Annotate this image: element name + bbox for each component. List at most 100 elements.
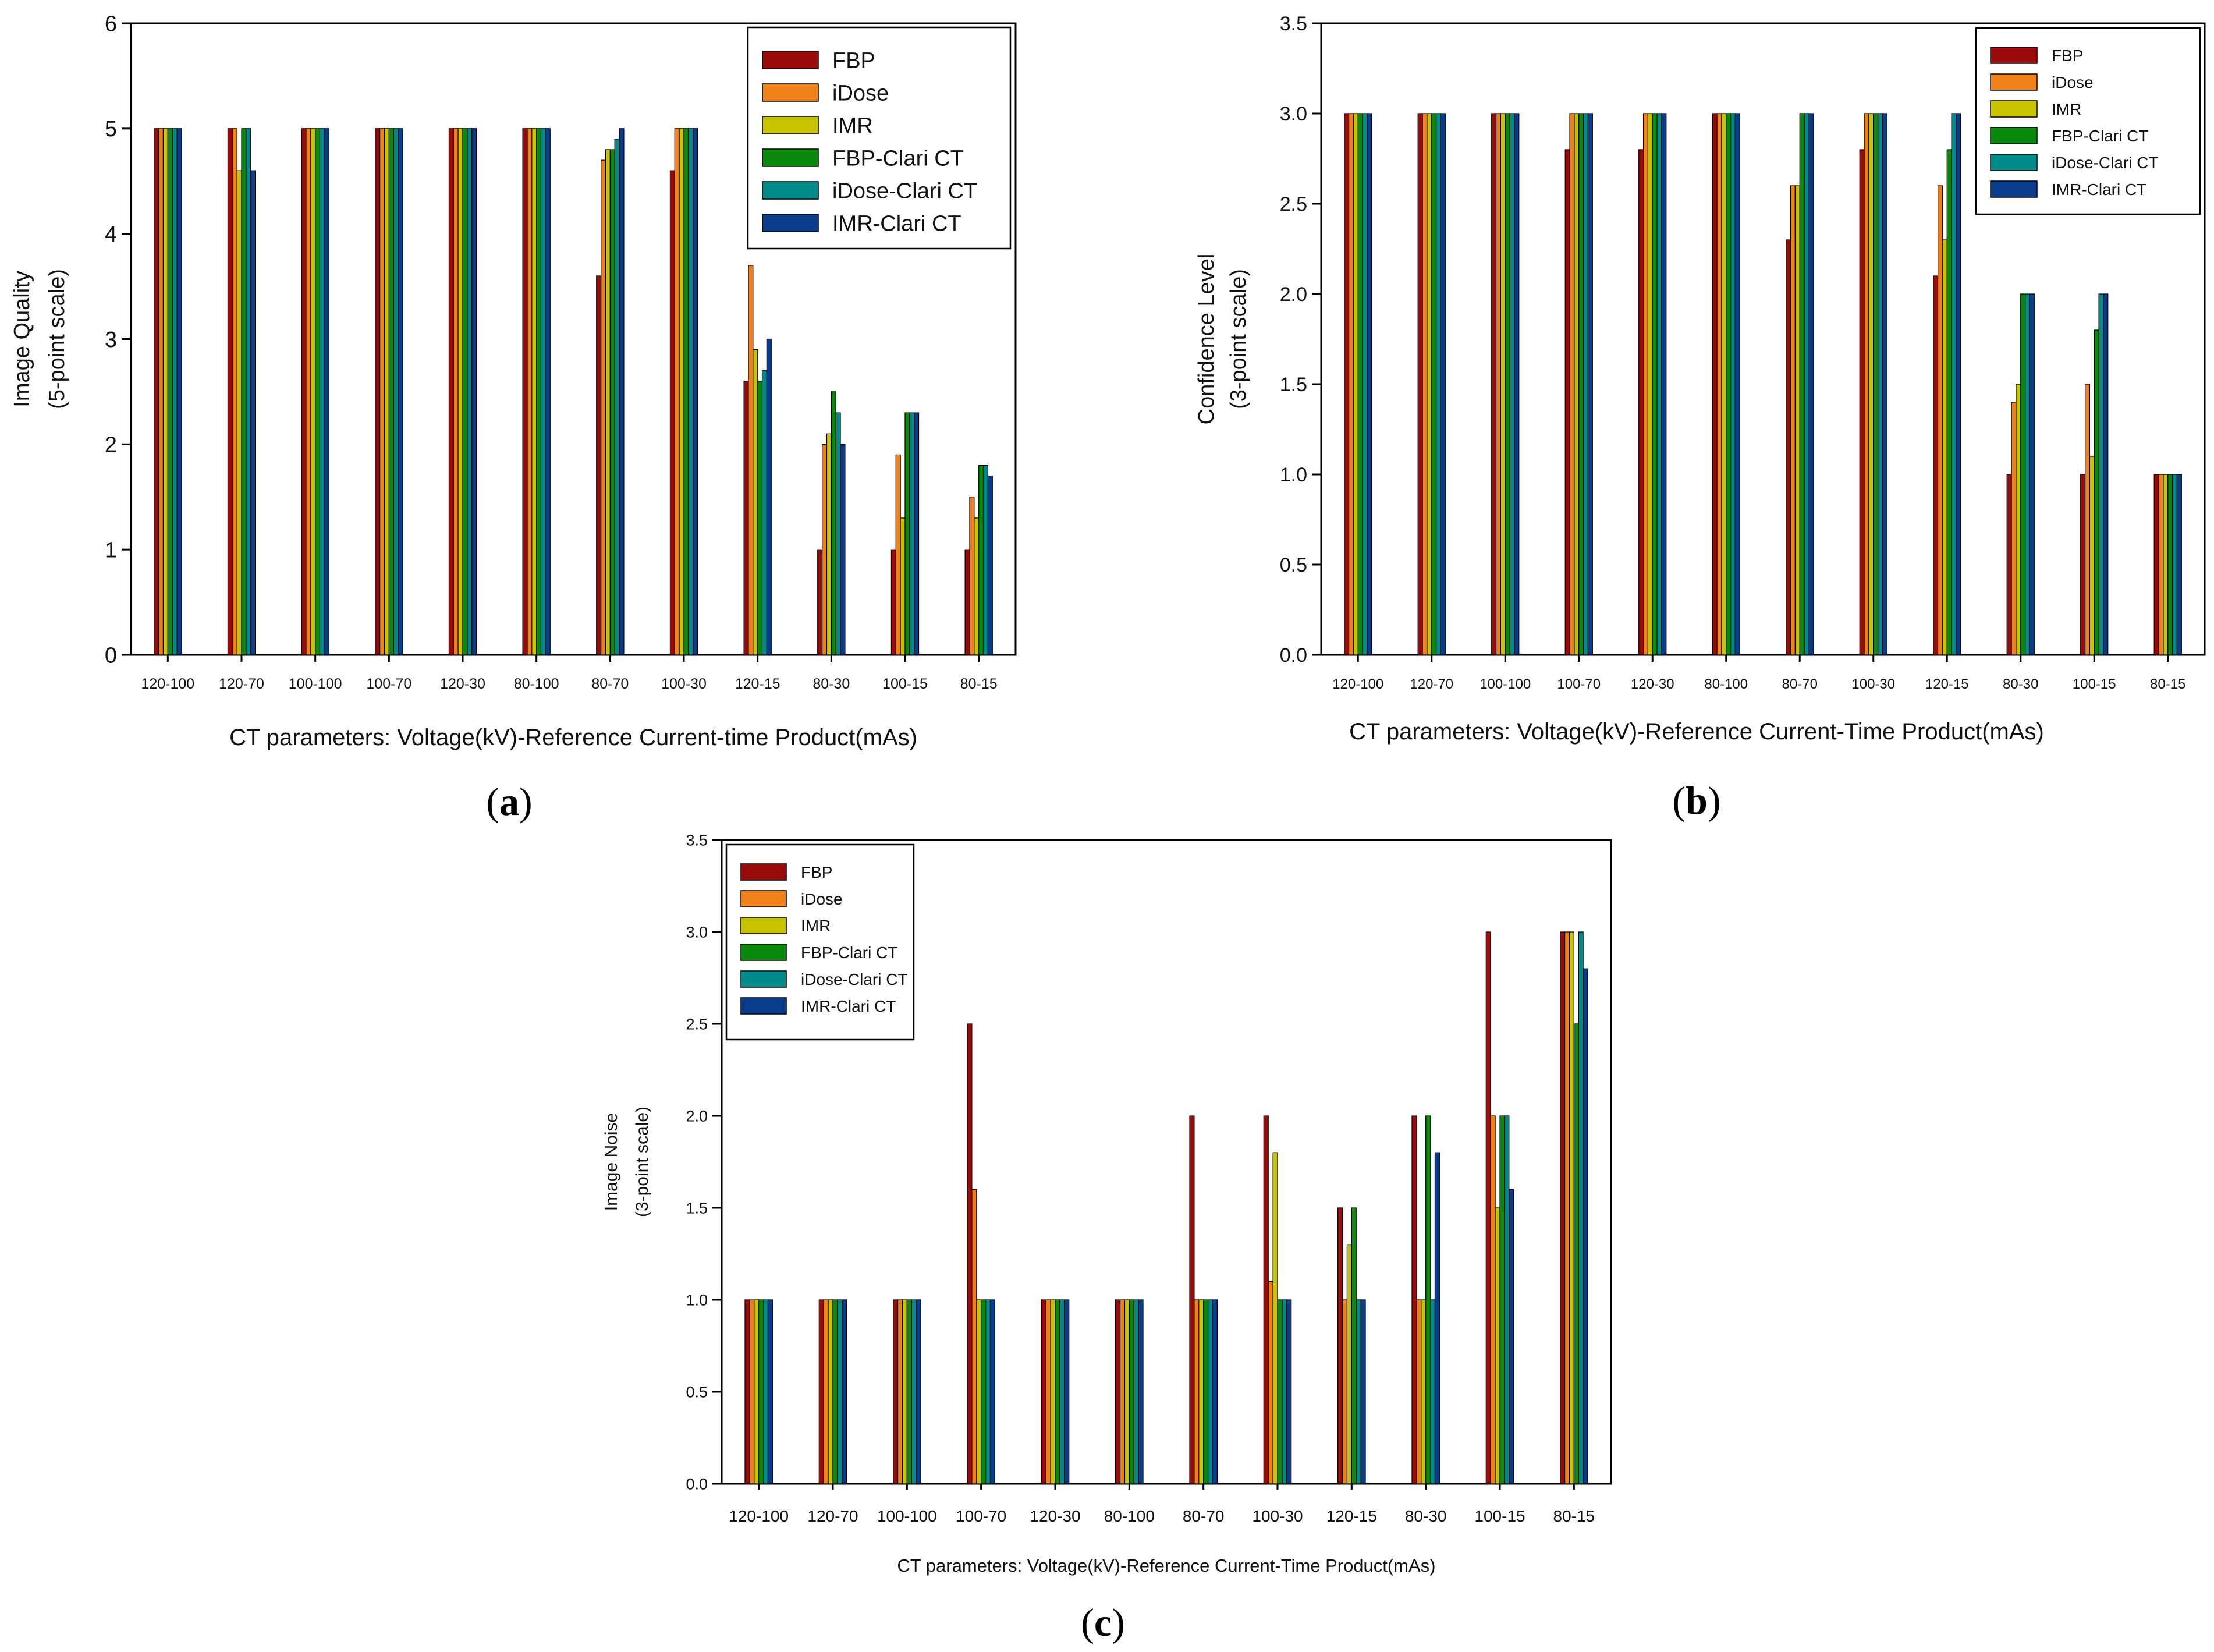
bar-fbp	[1417, 113, 1423, 655]
legend-entry: FBP	[832, 49, 875, 73]
bar-imr-clari-ct	[1360, 1299, 1366, 1484]
x-tick-label: 120-100	[1332, 676, 1383, 692]
bar-idose	[1194, 1299, 1200, 1484]
x-tick-label: 100-100	[289, 676, 342, 692]
legend-entry: FBP-Clari CT	[801, 944, 897, 962]
legend-entry: IMR	[832, 114, 873, 139]
bar-imr-clari-ct	[471, 128, 477, 655]
bar-imr	[1346, 1244, 1352, 1484]
bar-imr-clari-ct	[1286, 1299, 1292, 1484]
x-tick-label: 100-30	[1252, 1507, 1303, 1525]
bar-idose-clari-ct	[837, 1299, 843, 1484]
bar-idose-clari-ct	[982, 465, 988, 655]
bar-imr	[2163, 474, 2169, 655]
caption-close: )	[519, 779, 533, 824]
bar-fbp-clari-ct	[1652, 113, 1658, 655]
bar-fbp	[2006, 474, 2012, 655]
bar-fbp-clari-ct	[1573, 1023, 1579, 1484]
x-tick-label: 100-70	[956, 1507, 1006, 1525]
bar-imr	[1647, 113, 1653, 655]
legend-entry: FBP	[2052, 47, 2083, 65]
caption-open: (	[1081, 1600, 1094, 1644]
bar-idose-clari-ct	[1951, 113, 1957, 655]
bar-idose-clari-ct	[1207, 1299, 1214, 1484]
bar-imr-clari-ct	[842, 1299, 847, 1484]
bar-fbp-clari-ct	[1578, 113, 1584, 655]
bar-imr	[1421, 1299, 1427, 1484]
bar-idose	[1348, 113, 1354, 655]
y-tick-label: 3.0	[686, 923, 708, 941]
x-tick-label: 80-70	[1183, 1507, 1225, 1525]
bar-idose	[1790, 185, 1796, 655]
bar-imr-clari-ct	[987, 475, 993, 655]
legend-entry: IMR-Clari CT	[832, 212, 961, 236]
x-tick-label: 80-70	[591, 676, 629, 692]
y-tick-label: 0	[105, 643, 117, 668]
y-tick-label: 1.0	[686, 1291, 708, 1309]
bar-idose	[232, 128, 237, 655]
bar-imr-clari-ct	[1367, 113, 1372, 655]
bar-fbp	[1263, 1115, 1269, 1484]
bar-imr	[1942, 239, 1947, 655]
y-tick-label: 2.5	[686, 1015, 708, 1033]
bar-idose-clari-ct	[1730, 113, 1736, 655]
bar-fbp-clari-ct	[2167, 474, 2173, 655]
legend-swatch	[1990, 127, 2038, 144]
bar-imr	[1721, 113, 1727, 655]
bar-imr	[310, 128, 316, 655]
bar-fbp	[2153, 474, 2159, 655]
bar-fbp-clari-ct	[1055, 1299, 1060, 1484]
legend-entry: iDose-Clari CT	[801, 970, 908, 988]
x-tick-label: 80-100	[1104, 1507, 1155, 1525]
bar-idose-clari-ct	[2098, 293, 2104, 655]
bar-fbp-clari-ct	[1726, 113, 1732, 655]
bar-idose	[2011, 402, 2017, 655]
legend-swatch	[1990, 180, 2038, 198]
x-tick-label: 100-30	[661, 676, 707, 692]
bar-fbp	[1491, 113, 1497, 655]
legend-entry: IMR	[801, 917, 831, 935]
bar-fbp-clari-ct	[831, 391, 836, 655]
y-tick-label: 3.5	[686, 831, 708, 849]
bar-fbp	[1786, 239, 1791, 655]
bar-imr	[1124, 1299, 1130, 1484]
x-tick-label: 80-15	[1553, 1507, 1595, 1525]
y-tick-label: 5	[105, 117, 117, 141]
x-tick-label: 80-70	[1782, 676, 1818, 692]
legend-swatch	[740, 944, 787, 961]
bar-imr-clari-ct	[1587, 113, 1593, 655]
x-tick-label: 120-30	[1030, 1507, 1080, 1525]
x-tick-label: 100-15	[1474, 1507, 1525, 1525]
bar-fbp	[743, 381, 749, 655]
bar-imr-clari-ct	[1064, 1299, 1070, 1484]
bar-idose	[1119, 1299, 1126, 1484]
bar-idose-clari-ct	[1578, 931, 1584, 1484]
bar-imr	[2089, 456, 2095, 655]
bar-imr-clari-ct	[1956, 113, 1961, 655]
bar-imr	[531, 128, 537, 655]
bar-fbp	[890, 549, 896, 655]
bar-idose-clari-ct	[835, 412, 841, 655]
bar-fbp	[1564, 149, 1570, 655]
bar-idose	[1564, 931, 1570, 1484]
bar-idose-clari-ct	[1133, 1299, 1139, 1484]
bar-idose	[822, 444, 828, 655]
y-tick-label: 6	[105, 12, 117, 36]
panel-caption: (c)	[1081, 1600, 1125, 1644]
bar-fbp-clari-ct	[1357, 113, 1363, 655]
bar-idose	[453, 128, 459, 655]
y-tick-label: 2.0	[686, 1107, 708, 1125]
legend-entry: iDose	[801, 890, 843, 908]
bar-imr-clari-ct	[1882, 113, 1887, 655]
bar-fbp-clari-ct	[758, 1299, 764, 1484]
legend-swatch	[1990, 73, 2038, 91]
bar-fbp-clari-ct	[1873, 113, 1879, 655]
bar-imr	[1569, 931, 1574, 1484]
bar-idose-clari-ct	[540, 128, 546, 655]
bar-imr-clari-ct	[1514, 113, 1520, 655]
legend-swatch	[740, 970, 787, 988]
bar-idose-clari-ct	[614, 139, 620, 655]
y-tick-label: 0.5	[1280, 554, 1307, 576]
bar-idose-clari-ct	[1282, 1299, 1287, 1484]
bar-imr-clari-ct	[693, 128, 698, 655]
